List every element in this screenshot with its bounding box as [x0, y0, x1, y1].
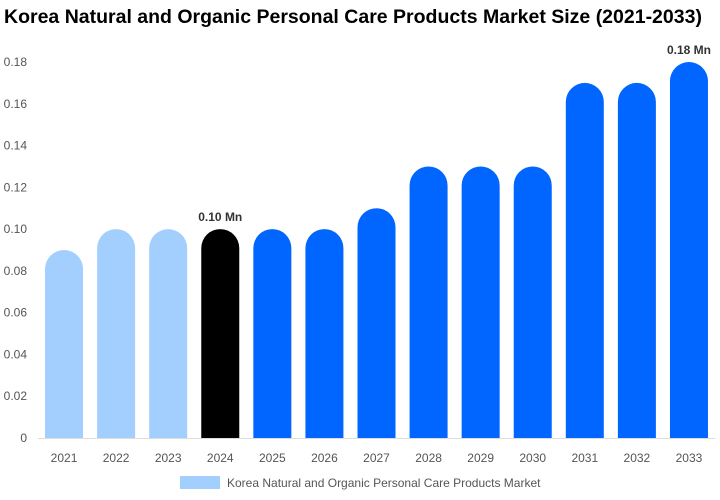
- bar-2026: [305, 229, 344, 438]
- y-tick-label: 0: [20, 431, 27, 445]
- legend-swatch: [180, 476, 220, 489]
- y-tick-label: 0.12: [4, 180, 28, 194]
- x-tick-label: 2033: [676, 451, 703, 465]
- y-tick-label: 0.02: [4, 389, 28, 403]
- x-tick-label: 2028: [415, 451, 442, 465]
- x-tick-label: 2024: [207, 451, 234, 465]
- x-tick-label: 2025: [259, 451, 286, 465]
- bar-2032: [617, 82, 656, 439]
- y-tick-label: 0.14: [4, 139, 28, 153]
- x-tick-label: 2027: [363, 451, 390, 465]
- legend-label: Korea Natural and Organic Personal Care …: [227, 476, 541, 490]
- chart-title: Korea Natural and Organic Personal Care …: [4, 6, 702, 28]
- x-tick-label: 2023: [155, 451, 182, 465]
- x-tick-label: 2031: [571, 451, 598, 465]
- x-tick-label: 2030: [519, 451, 546, 465]
- y-tick-label: 0.08: [4, 264, 28, 278]
- x-tick-label: 2022: [103, 451, 130, 465]
- x-tick-label: 2021: [51, 451, 78, 465]
- data-label: 0.10 Mn: [198, 210, 242, 224]
- x-tick-label: 2032: [624, 451, 651, 465]
- bar-2022: [97, 229, 136, 438]
- y-tick-label: 0.04: [4, 347, 28, 361]
- bar-2033: [669, 62, 708, 438]
- y-tick-label: 0.06: [4, 306, 28, 320]
- y-tick-label: 0.10: [4, 222, 28, 236]
- x-tick-label: 2026: [311, 451, 338, 465]
- bar-2031: [565, 82, 604, 439]
- bar-2027: [357, 208, 396, 438]
- bar-2025: [253, 229, 292, 438]
- bar-2029: [461, 166, 500, 438]
- y-tick-label: 0.16: [4, 97, 28, 111]
- y-tick-label: 0.18: [4, 55, 28, 69]
- bar-2030: [513, 166, 552, 438]
- bar-2024: [201, 229, 240, 438]
- data-label: 0.18 Mn: [667, 43, 711, 57]
- bar-2028: [409, 166, 448, 438]
- bar-2023: [149, 229, 188, 438]
- bar-2021: [45, 250, 84, 438]
- x-tick-label: 2029: [467, 451, 494, 465]
